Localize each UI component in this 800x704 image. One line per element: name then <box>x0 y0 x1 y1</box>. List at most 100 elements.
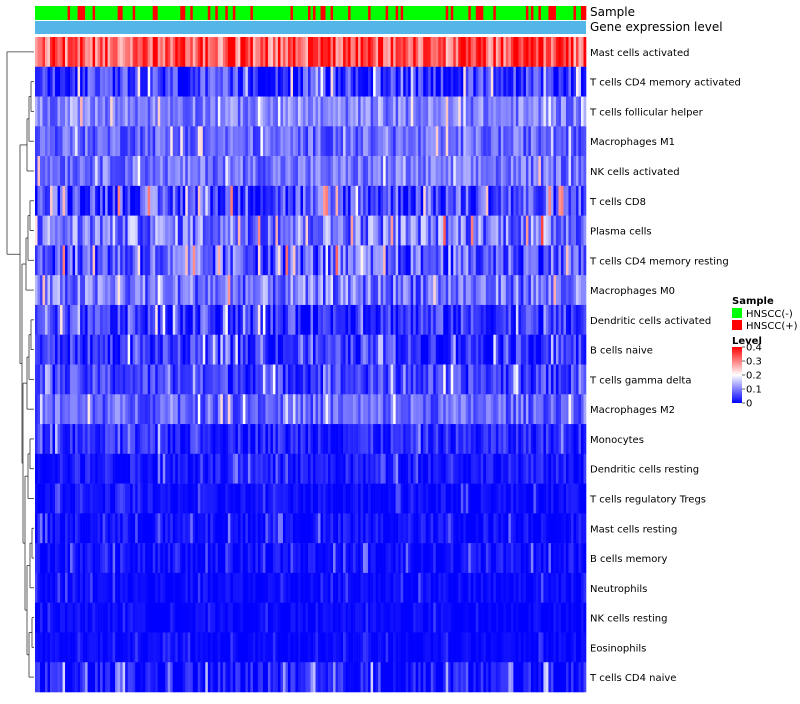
heatmap-cell <box>137 215 141 246</box>
heatmap-cell <box>55 483 58 514</box>
heatmap-cell <box>50 424 53 455</box>
heatmap-cell <box>117 185 121 216</box>
heatmap-cell <box>87 364 91 395</box>
heatmap-cell <box>333 602 336 633</box>
heatmap-cell <box>145 543 148 574</box>
heatmap-cell <box>425 126 429 157</box>
heatmap-cell <box>137 632 141 663</box>
heatmap-cell <box>275 572 279 603</box>
heatmap-cell <box>45 334 48 365</box>
heatmap-cell <box>95 364 98 395</box>
heatmap-cell <box>282 602 286 633</box>
heatmap-cell <box>580 334 584 365</box>
heatmap-cell <box>463 632 467 663</box>
heatmap-cell <box>570 394 574 425</box>
heatmap-cell <box>215 424 219 455</box>
heatmap-cell <box>70 364 73 395</box>
heatmap-cell <box>220 572 224 603</box>
heatmap-cell <box>480 185 484 216</box>
heatmap-cell <box>290 632 294 663</box>
heatmap-cell <box>410 543 414 574</box>
heatmap-cell <box>323 334 326 365</box>
heatmap-cell <box>420 185 424 216</box>
heatmap-cell <box>217 572 221 603</box>
heatmap-cell <box>550 394 554 425</box>
heatmap-cell <box>272 185 276 216</box>
heatmap-cell <box>363 453 366 484</box>
heatmap-cell <box>280 245 284 276</box>
sample-annotation-cell <box>480 6 484 20</box>
heatmap-cell <box>368 394 371 425</box>
heatmap-cell <box>560 453 564 484</box>
heatmap-cell <box>60 364 63 395</box>
heatmap-cell <box>505 632 509 663</box>
heatmap-cell <box>575 453 579 484</box>
heatmap-cell <box>145 602 148 633</box>
heatmap-cell <box>205 483 209 514</box>
heatmap-cell <box>147 37 151 68</box>
heatmap-cell <box>318 483 321 514</box>
heatmap-cell <box>40 602 43 633</box>
heatmap-cell <box>295 96 299 127</box>
heatmap-cell <box>515 572 519 603</box>
heatmap-cell <box>135 126 138 157</box>
heatmap-cell <box>147 275 151 306</box>
heatmap-cell <box>157 304 161 336</box>
heatmap-cell <box>122 543 126 574</box>
heatmap-cell <box>62 185 66 216</box>
heatmap-cell <box>90 424 93 455</box>
heatmap-cell <box>242 632 246 663</box>
heatmap-cell <box>257 483 261 514</box>
heatmap-cell <box>292 632 296 663</box>
heatmap-cell <box>365 424 369 455</box>
heatmap-cell <box>548 513 552 544</box>
heatmap-cell <box>137 334 141 365</box>
heatmap-cell <box>55 572 58 603</box>
heatmap-cell <box>538 185 542 216</box>
heatmap-cell <box>157 632 161 663</box>
heatmap-cell <box>155 215 159 246</box>
heatmap-cell <box>87 126 91 157</box>
heatmap-cell <box>287 632 291 663</box>
heatmap-cell <box>473 543 477 574</box>
heatmap-cell <box>565 334 569 365</box>
heatmap-cell <box>110 602 113 633</box>
heatmap-cell <box>323 632 326 663</box>
heatmap-cell <box>365 334 369 365</box>
heatmap-cell <box>460 275 464 306</box>
heatmap-cell <box>348 275 351 306</box>
heatmap-cell <box>330 364 334 395</box>
heatmap-cell <box>363 394 366 425</box>
heatmap-cell <box>255 662 259 693</box>
sample-annotation-cell <box>97 6 101 20</box>
heatmap-cell <box>330 513 334 544</box>
heatmap-cell <box>185 394 189 425</box>
heatmap-cell <box>355 513 359 544</box>
heatmap-cell <box>488 37 492 68</box>
heatmap-cell <box>170 37 174 68</box>
sample-annotation-cell <box>328 6 331 20</box>
heatmap-cell <box>365 37 369 68</box>
heatmap-cell <box>247 424 251 455</box>
heatmap-cell <box>295 513 299 544</box>
sample-annotation-cell <box>297 6 301 20</box>
heatmap-cell <box>227 156 231 187</box>
heatmap-cell <box>403 304 406 336</box>
heatmap-cell <box>368 602 371 633</box>
heatmap-cell <box>560 126 564 157</box>
heatmap-cell <box>495 543 499 574</box>
heatmap-cell <box>535 632 539 663</box>
heatmap-cell <box>385 215 389 246</box>
heatmap-cell <box>60 602 63 633</box>
heatmap-cell <box>383 245 386 276</box>
heatmap-cell <box>538 364 542 395</box>
sample-annotation-cell <box>378 6 381 20</box>
heatmap-cell <box>508 453 512 484</box>
heatmap-cell <box>175 245 179 276</box>
heatmap-cell <box>373 185 376 216</box>
heatmap-cell <box>353 394 356 425</box>
heatmap-cell <box>530 245 534 276</box>
heatmap-cell <box>578 424 582 455</box>
heatmap-cell <box>480 37 484 68</box>
heatmap-cell <box>242 126 246 157</box>
